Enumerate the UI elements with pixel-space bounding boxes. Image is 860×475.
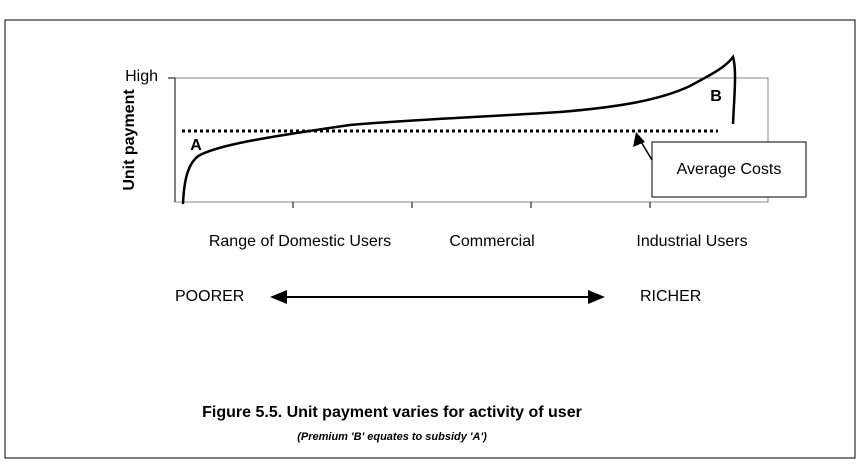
x-label: Range of Domestic Users (209, 233, 391, 250)
callout-arrowhead (633, 132, 645, 147)
x-ticks (292, 202, 651, 208)
point-b: B (710, 88, 722, 105)
caption-note: (Premium 'B' equates to subsidy 'A') (297, 431, 487, 443)
callout-arrow (639, 139, 653, 161)
caption-title: Figure 5.5. Unit payment varies for acti… (202, 404, 582, 421)
payment-curve (181, 54, 737, 205)
arrowhead-left (270, 290, 287, 304)
scale-right: RICHER (640, 288, 701, 305)
frame (4, 19, 856, 459)
scale-left: POORER (175, 288, 244, 305)
y-high-label: High (125, 68, 158, 85)
point-a: A (190, 137, 202, 154)
callout-box (651, 141, 807, 198)
x-label: Industrial Users (636, 233, 747, 250)
callout-text: Average Costs (677, 161, 782, 178)
y-axis-label: Unit payment (121, 89, 138, 191)
x-label: Commercial (449, 233, 534, 250)
arrowhead-right (588, 290, 605, 304)
